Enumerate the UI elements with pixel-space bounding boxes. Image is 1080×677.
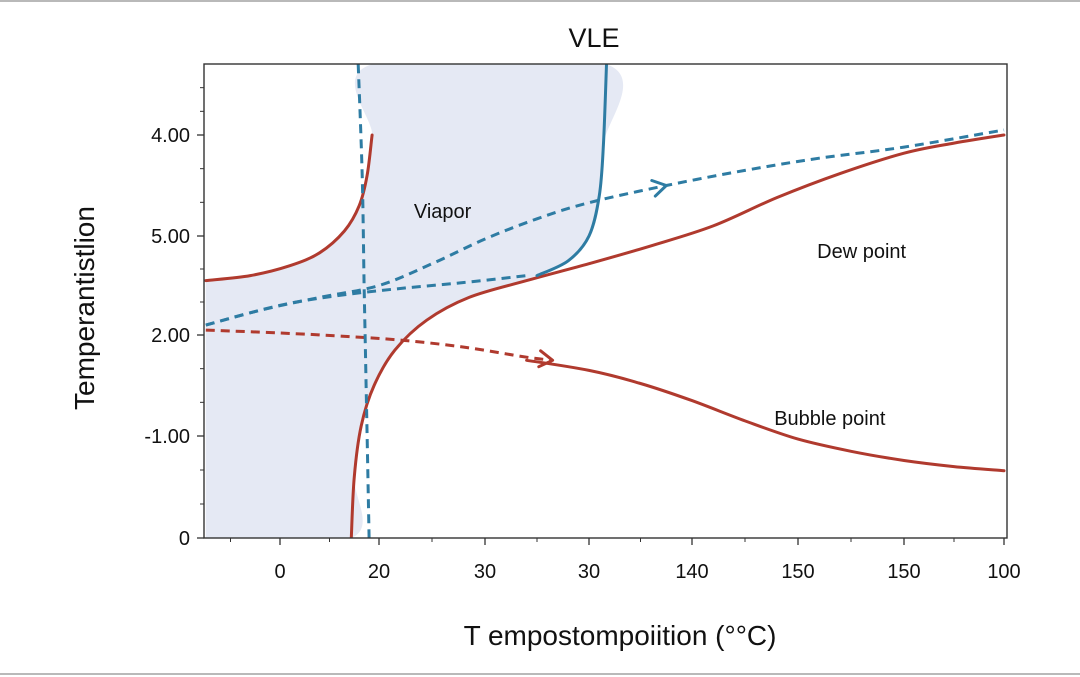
- plot-frame: [203, 63, 1008, 539]
- series-line-2: [349, 133, 1006, 538]
- y-tick-label: 2.00: [151, 325, 190, 347]
- series-line-8: [535, 64, 608, 278]
- x-tick-label: 0: [274, 561, 285, 583]
- x-tick-label: 140: [675, 561, 708, 583]
- series-arrow-5: [650, 179, 668, 198]
- annotation-viapor: Viapor: [414, 201, 472, 223]
- y-tick-label: 5.00: [151, 226, 190, 248]
- x-tick-label: 150: [887, 561, 920, 583]
- y-axis-label: Temperantistlion: [69, 206, 100, 410]
- chart-title: VLE: [568, 23, 619, 53]
- series-line-7: [356, 64, 371, 538]
- series-line-3: [525, 358, 1006, 473]
- x-tick-label: 20: [368, 561, 390, 583]
- annotation-bubble-point: Bubble point: [774, 408, 886, 430]
- series-arrow-4: [537, 349, 555, 369]
- y-tick-label: 0: [179, 528, 190, 550]
- annotation-dew-point: Dew point: [817, 241, 906, 263]
- series-line-6: [205, 274, 527, 327]
- x-tick-label: 30: [578, 561, 600, 583]
- vapor-region: [205, 64, 624, 538]
- y-tick-label: 4.00: [151, 125, 190, 147]
- x-tick-label: 100: [987, 561, 1020, 583]
- x-axis-label: T empostompoiition (°°C): [464, 620, 777, 651]
- y-tick-label: -1.00: [144, 426, 190, 448]
- series-line-1: [204, 133, 374, 283]
- series-line-5: [205, 128, 1005, 327]
- x-tick-label: 150: [781, 561, 814, 583]
- x-tick-label: 30: [474, 561, 496, 583]
- series-line-4: [205, 328, 553, 362]
